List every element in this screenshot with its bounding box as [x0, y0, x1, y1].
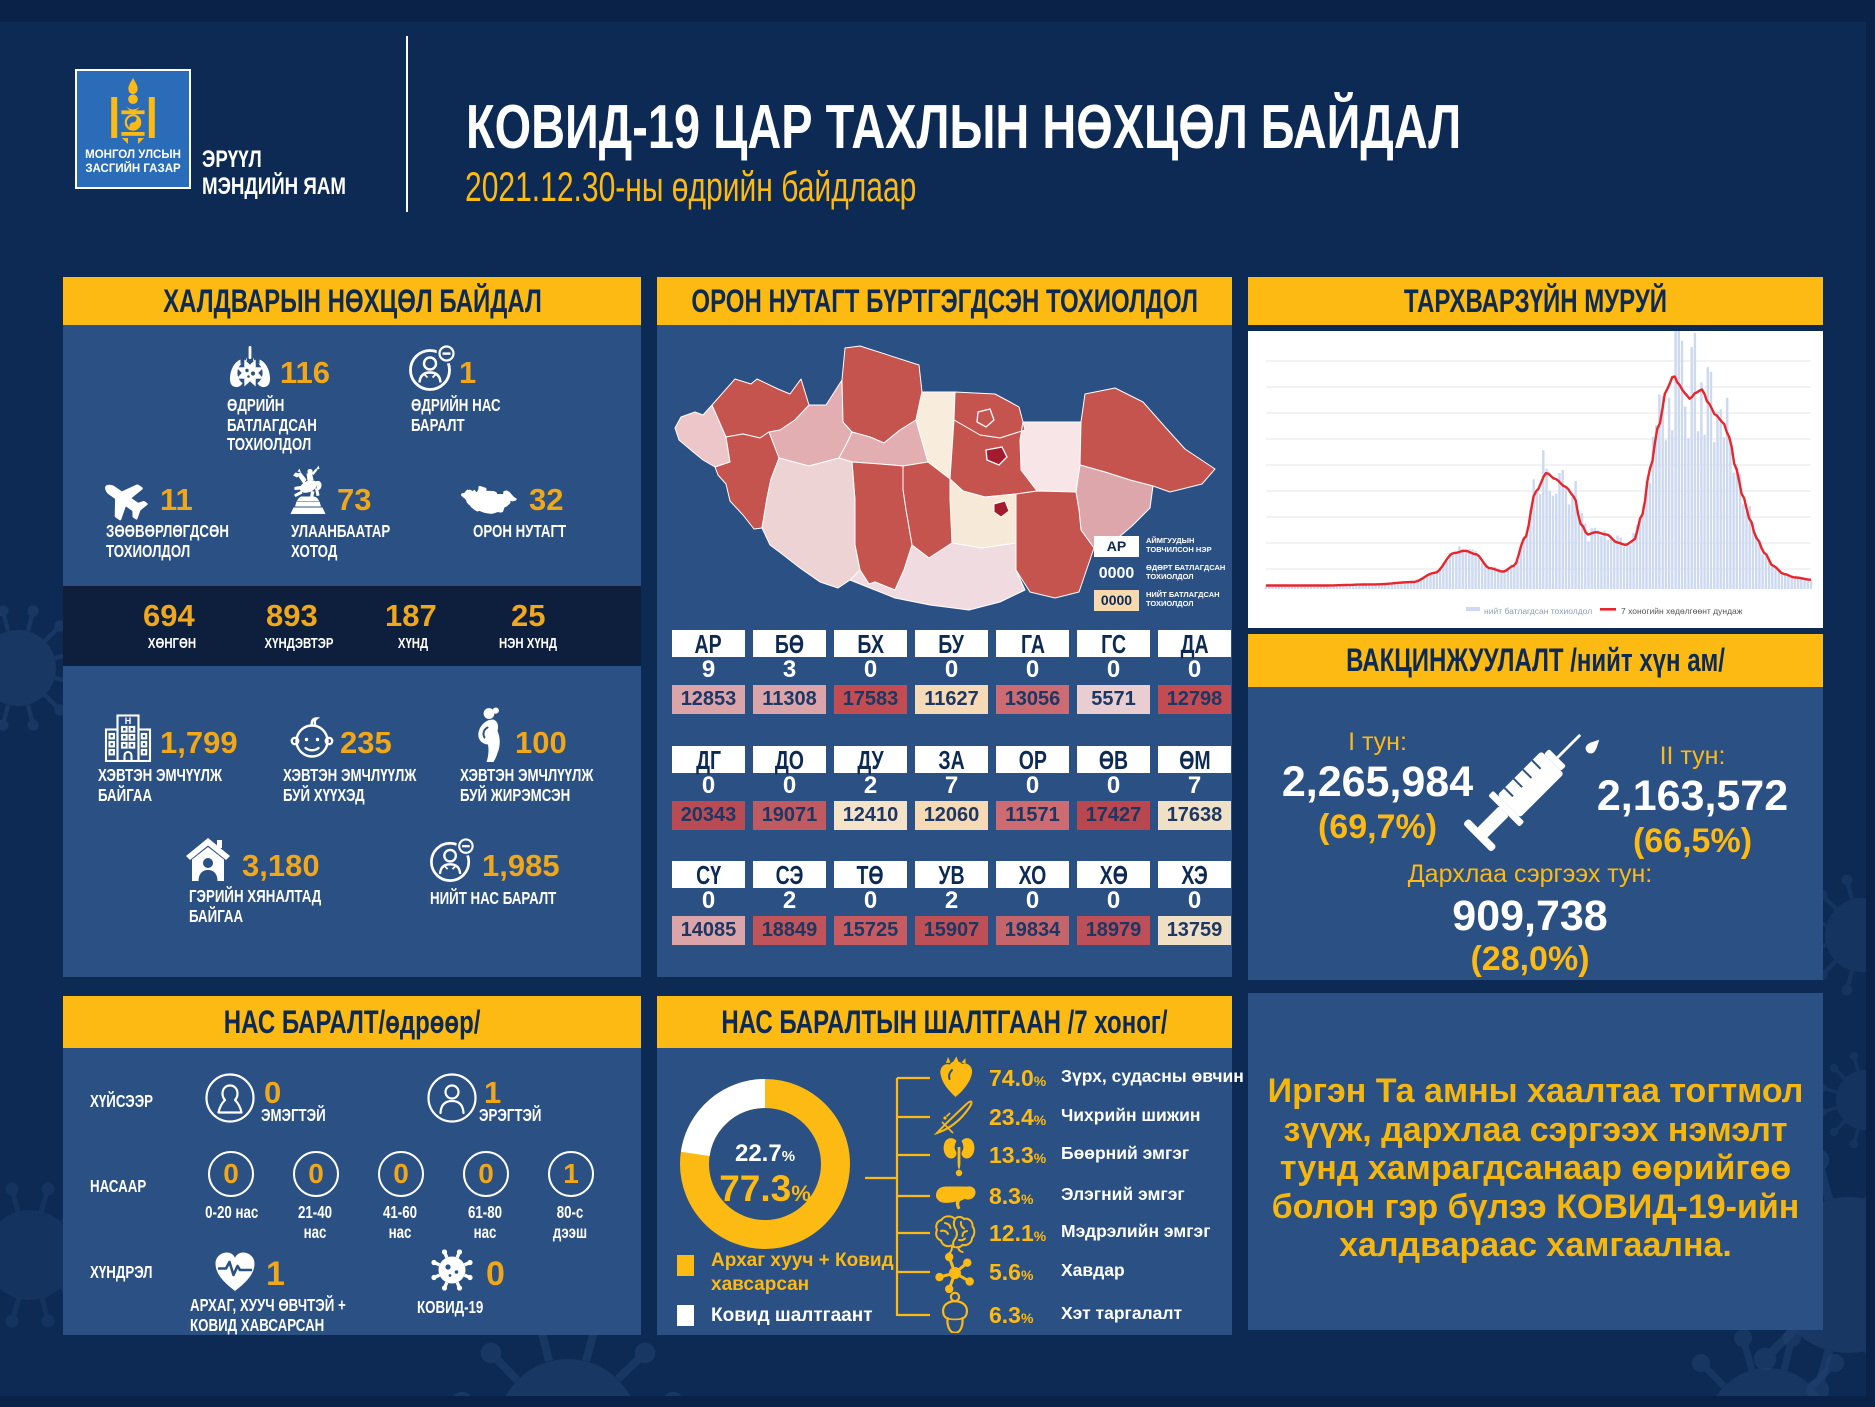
svg-text:H: H [125, 716, 132, 726]
svg-text:нийт батлагдсан тохиолдол: нийт батлагдсан тохиолдол [1484, 606, 1592, 616]
svg-text:7 хоногийн хөдөлгөөнт дундаж: 7 хоногийн хөдөлгөөнт дундаж [1621, 606, 1743, 616]
